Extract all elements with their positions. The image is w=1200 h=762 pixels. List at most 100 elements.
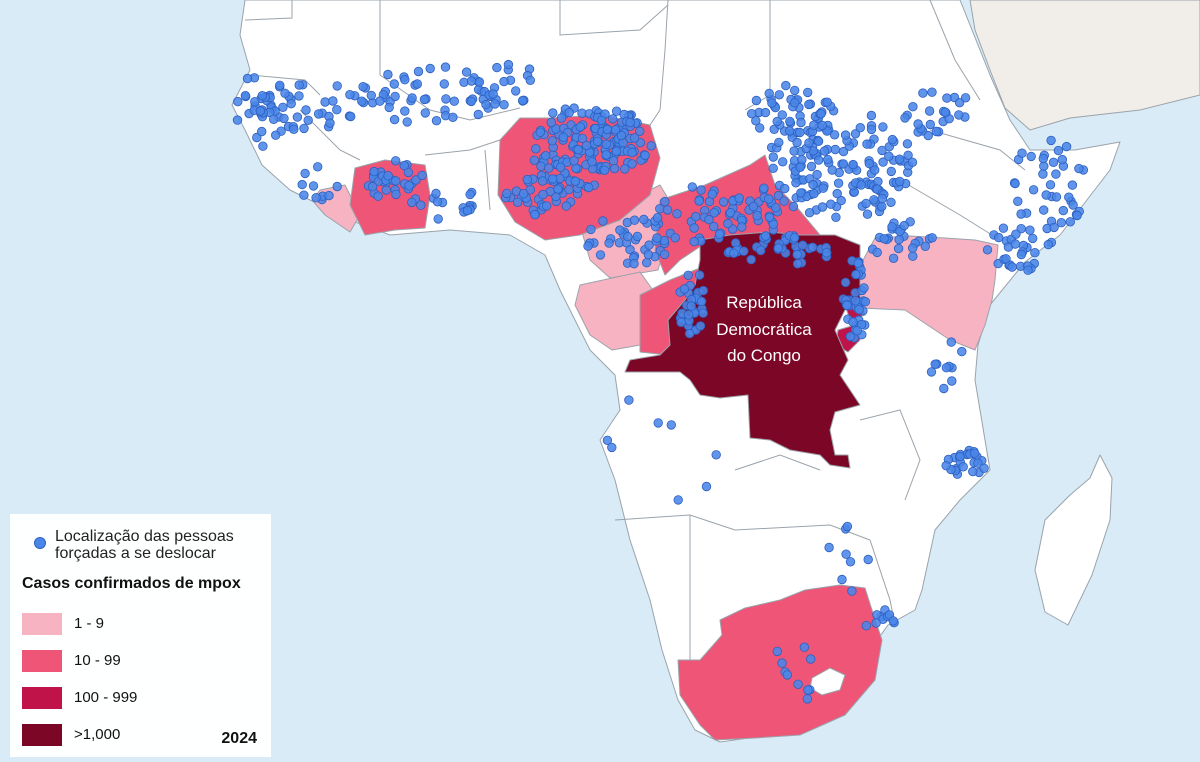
displaced-person-dot xyxy=(308,181,319,191)
displaced-person-dot xyxy=(629,259,639,269)
displaced-person-dot xyxy=(781,80,791,91)
drc-label-line-1: República xyxy=(726,293,802,312)
displaced-person-dot xyxy=(723,218,733,229)
displaced-person-dot xyxy=(433,214,443,224)
displaced-person-dot xyxy=(893,243,904,254)
displaced-person-dot xyxy=(859,283,869,293)
displaced-person-dot xyxy=(696,296,707,307)
displaced-person-dot xyxy=(836,195,846,206)
displaced-person-dot xyxy=(553,184,563,194)
displaced-person-dot xyxy=(607,442,617,453)
displaced-person-dot xyxy=(920,241,931,252)
displaced-person-dot xyxy=(1051,192,1062,202)
displaced-person-dot xyxy=(289,124,299,135)
displaced-person-dot xyxy=(609,163,620,174)
displaced-person-dot xyxy=(1074,163,1084,174)
displaced-person-dot xyxy=(840,277,851,288)
displaced-person-dot xyxy=(903,150,913,161)
displaced-person-dot xyxy=(807,242,818,253)
displaced-person-dot xyxy=(502,188,512,199)
displaced-person-dot xyxy=(848,317,858,327)
displaced-person-dot xyxy=(1016,249,1027,260)
displaced-person-dot xyxy=(925,119,936,130)
displaced-person-dot xyxy=(887,134,898,145)
displaced-person-dot xyxy=(895,176,905,187)
displaced-person-dot xyxy=(902,139,913,149)
drc-label-line-2: Democrática xyxy=(716,320,812,339)
displaced-person-dot xyxy=(624,395,634,405)
displaced-person-dot xyxy=(548,108,558,118)
displaced-person-dot xyxy=(462,205,473,216)
displaced-person-dot xyxy=(793,679,803,690)
displaced-person-dot xyxy=(718,197,729,207)
displaced-person-dot xyxy=(570,176,581,187)
displaced-person-dot xyxy=(780,183,790,194)
displaced-person-dot xyxy=(759,183,769,193)
displaced-person-dot xyxy=(923,130,933,141)
displaced-person-dot xyxy=(940,107,951,117)
displaced-person-dot xyxy=(850,129,861,139)
displaced-person-dot xyxy=(777,110,788,120)
displaced-person-dot xyxy=(894,154,905,164)
displaced-person-dot xyxy=(373,191,383,201)
displaced-person-dot xyxy=(734,193,744,203)
displaced-person-dot xyxy=(538,189,548,200)
displaced-person-dot xyxy=(541,150,551,161)
displaced-person-dot xyxy=(689,236,699,247)
legend-label: >1,000 xyxy=(74,726,121,743)
displaced-person-dot xyxy=(954,97,965,108)
displaced-person-dot xyxy=(792,137,802,148)
displaced-person-dot xyxy=(831,212,841,223)
displaced-person-dot xyxy=(954,110,964,120)
displaced-person-dot xyxy=(813,136,824,147)
displaced-person-dot xyxy=(449,96,460,106)
displaced-person-dot xyxy=(490,99,500,109)
displaced-person-dot xyxy=(1028,185,1039,195)
displaced-person-dot xyxy=(402,117,412,127)
displaced-person-dot xyxy=(809,120,819,130)
displaced-person-dot xyxy=(982,245,993,255)
displaced-person-dot xyxy=(544,163,554,173)
displaced-person-dot xyxy=(792,259,803,269)
displaced-person-dot xyxy=(886,166,897,177)
displaced-person-dot xyxy=(1068,200,1078,210)
displaced-person-dot xyxy=(853,258,864,269)
displaced-person-dot xyxy=(777,658,787,668)
displaced-person-dot xyxy=(391,189,401,200)
displaced-person-dot xyxy=(652,233,662,243)
displaced-person-dot xyxy=(369,166,379,177)
displaced-person-dot xyxy=(796,188,806,198)
displaced-person-dot xyxy=(947,376,957,386)
displaced-person-dot xyxy=(752,210,762,221)
displaced-person-dot xyxy=(773,243,784,253)
displaced-person-dot xyxy=(255,106,266,116)
displaced-person-dot xyxy=(311,192,321,203)
displaced-person-dot xyxy=(817,120,827,131)
displaced-person-dot xyxy=(676,317,686,328)
displaced-person-dot xyxy=(968,466,978,477)
displaced-person-dot xyxy=(852,326,862,336)
legend-item: 1 - 9 xyxy=(22,605,259,642)
displaced-person-dot xyxy=(795,127,805,138)
displaced-person-dot xyxy=(803,685,813,695)
displaced-person-dot xyxy=(275,80,285,91)
displaced-person-dot xyxy=(599,165,610,176)
displaced-person-dot xyxy=(1045,180,1056,190)
displaced-person-dot xyxy=(761,231,771,241)
displaced-person-dot xyxy=(806,161,817,172)
displaced-person-dot xyxy=(1013,196,1023,207)
displaced-person-dot xyxy=(569,156,579,166)
displaced-person-dot xyxy=(389,114,400,125)
displaced-person-dot xyxy=(760,107,771,118)
displaced-person-dot xyxy=(848,159,858,170)
displaced-person-dot xyxy=(481,99,491,110)
displaced-person-dot xyxy=(441,94,451,104)
legend-swatch-100-999 xyxy=(22,686,62,709)
displaced-person-dot xyxy=(894,234,904,245)
displaced-person-dot xyxy=(747,108,757,119)
displaced-person-dot xyxy=(257,90,268,101)
displaced-person-dot xyxy=(1026,151,1036,162)
displaced-person-dot xyxy=(632,231,643,242)
displaced-person-dot xyxy=(536,161,546,172)
displaced-person-dot xyxy=(960,93,971,103)
